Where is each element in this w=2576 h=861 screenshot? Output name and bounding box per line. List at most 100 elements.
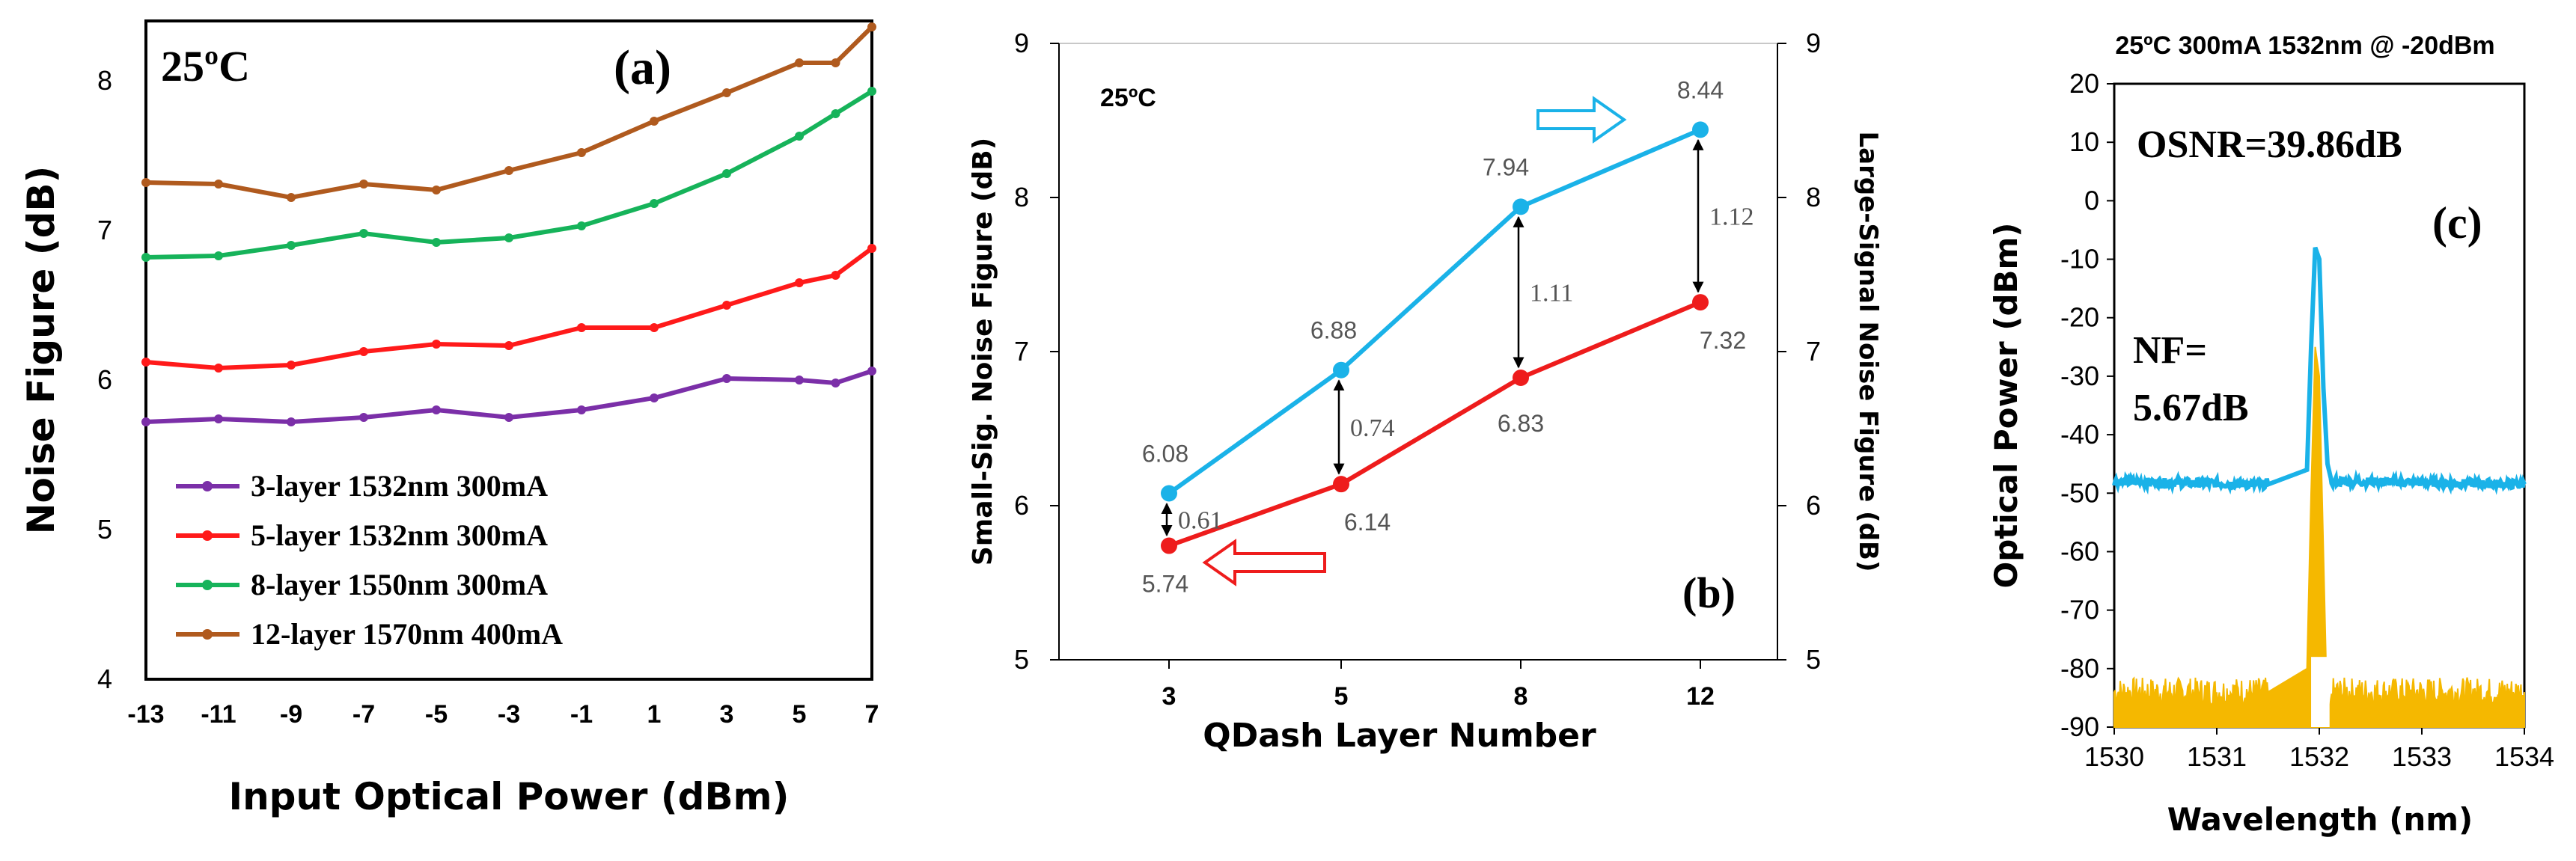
a-data-point xyxy=(577,405,586,414)
b-data-label: 5.74 xyxy=(1142,571,1188,598)
b-y2tick-label: 9 xyxy=(1806,28,1821,58)
b-data-label: 7.32 xyxy=(1700,327,1746,354)
a-data-point xyxy=(722,88,731,97)
c-xtick-label: 1533 xyxy=(2392,741,2452,772)
a-legend-marker xyxy=(202,481,213,491)
c-xtick-label: 1530 xyxy=(2084,741,2144,772)
a-data-point xyxy=(577,148,586,157)
a-xtick-label: -1 xyxy=(570,700,593,729)
a-data-point xyxy=(287,193,296,202)
a-data-point xyxy=(141,253,150,262)
b-data-label: 6.14 xyxy=(1344,509,1391,536)
a-xtick-label: 3 xyxy=(720,700,734,729)
b-series-line xyxy=(1168,300,1702,548)
a-data-point xyxy=(432,238,441,247)
a-data-point xyxy=(831,109,840,118)
a-data-point xyxy=(504,233,513,242)
a-data-point xyxy=(867,87,876,96)
b-ytick-label: 8 xyxy=(1014,182,1029,212)
right-axis-arrow-icon xyxy=(1536,96,1627,144)
a-ytick-label: 7 xyxy=(97,215,112,245)
b-xtick-label: 5 xyxy=(1334,682,1349,711)
c-ytick-label: -50 xyxy=(2060,477,2099,508)
a-series-line xyxy=(145,89,873,260)
a-ytick-label: 6 xyxy=(97,364,112,395)
a-data-point xyxy=(722,169,731,178)
b-difference-label: 1.11 xyxy=(1530,280,1573,307)
a-data-point xyxy=(287,241,296,250)
b-difference-label: 0.74 xyxy=(1350,414,1395,442)
panel-c: -90 -80 -70 -60 -50 -40 -30 -20 -10 0 10 20 1530 153… xyxy=(1988,31,2554,838)
panel-b-annotation: 25ºC xyxy=(1100,84,1156,112)
a-data-point xyxy=(867,244,876,253)
a-legend-marker xyxy=(202,629,213,640)
a-series-line xyxy=(145,369,873,425)
c-xtick-label: 1534 xyxy=(2494,741,2554,772)
c-ytick-label: -20 xyxy=(2060,302,2099,333)
b-data-label: 6.88 xyxy=(1310,317,1357,344)
a-data-point xyxy=(650,117,659,126)
panel-a-frame xyxy=(144,19,873,681)
a-data-point xyxy=(795,58,804,67)
left-axis-arrow-icon xyxy=(1202,539,1326,586)
b-data-point xyxy=(1513,198,1529,215)
a-data-point xyxy=(432,405,441,414)
a-data-point xyxy=(831,271,840,280)
b-difference-label: 1.12 xyxy=(1709,203,1754,231)
b-y2tick-label: 7 xyxy=(1806,336,1821,367)
b-series-line xyxy=(1168,127,1702,495)
a-data-point xyxy=(831,58,840,67)
a-data-point xyxy=(722,301,731,310)
c-ytick-label: -60 xyxy=(2060,536,2099,566)
b-xtick-label: 12 xyxy=(1686,682,1715,711)
a-data-point xyxy=(577,221,586,230)
b-ytick-label: 7 xyxy=(1014,336,1029,367)
a-data-point xyxy=(359,180,368,189)
panel-b: 5 5 6 6 7 7 8 8 9 9 3 5 8 12 6.08 6.88 7.94 8.44 5.74 6.1… xyxy=(968,28,1883,755)
a-data-point xyxy=(650,323,659,332)
a-data-point xyxy=(359,347,368,356)
a-ytick-label: 5 xyxy=(97,514,112,545)
a-xtick-label: 5 xyxy=(793,700,807,729)
c-xtick-label: 1532 xyxy=(2289,741,2349,772)
a-data-point xyxy=(141,358,150,367)
panel-a-ylabel: Noise Figure (dB) xyxy=(19,166,63,535)
c-ytick-label: -30 xyxy=(2060,361,2099,391)
c-ytick-label: 10 xyxy=(2069,126,2099,157)
b-ytick-label: 9 xyxy=(1014,28,1029,58)
a-legend-label: 8-layer 1550nm 300mA xyxy=(251,568,548,601)
a-data-point xyxy=(795,376,804,384)
b-data-point xyxy=(1692,121,1709,138)
panel-b-xlabel: QDash Layer Number xyxy=(1203,717,1596,755)
b-data-label: 7.94 xyxy=(1483,153,1529,180)
nf-label-line2: 5.67dB xyxy=(2133,387,2249,429)
a-data-point xyxy=(214,180,223,189)
a-data-point xyxy=(504,413,513,422)
a-data-point xyxy=(722,374,731,383)
panel-b-frame xyxy=(1058,43,1778,661)
c-ytick-label: -10 xyxy=(2060,244,2099,275)
b-data-label: 6.08 xyxy=(1142,441,1188,468)
b-data-point xyxy=(1333,361,1349,379)
a-data-point xyxy=(432,186,441,194)
panel-a-annotation: 25ºC xyxy=(161,42,250,91)
c-xtick-label: 1531 xyxy=(2187,741,2247,772)
panel-a-label: (a) xyxy=(614,40,671,95)
a-xtick-label: -5 xyxy=(425,700,448,729)
b-y2tick-label: 5 xyxy=(1806,644,1821,675)
b-data-label: 8.44 xyxy=(1677,76,1724,103)
b-data-point xyxy=(1333,476,1349,493)
a-data-point xyxy=(141,178,150,187)
a-data-point xyxy=(650,199,659,208)
b-difference-label: 0.61 xyxy=(1178,507,1223,535)
c-input-spectrum xyxy=(2113,346,2525,728)
a-data-point xyxy=(577,323,586,332)
c-ytick-label: -80 xyxy=(2060,653,2099,684)
c-ytick-label: 0 xyxy=(2084,185,2099,215)
panel-a-xlabel: Input Optical Power (dBm) xyxy=(228,775,789,818)
a-xtick-label: -3 xyxy=(498,700,520,729)
a-data-point xyxy=(141,417,150,426)
c-ytick-label: -40 xyxy=(2060,419,2099,450)
a-series-line xyxy=(145,246,873,371)
